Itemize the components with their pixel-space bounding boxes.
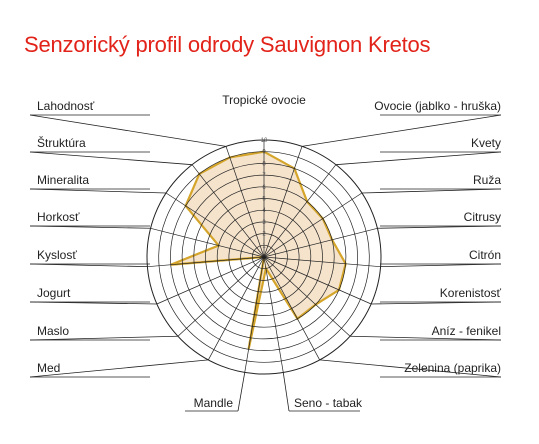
grid-spoke	[263, 192, 363, 258]
grid-spoke	[244, 256, 265, 373]
axis-labels: Ovocie (jablko - hruška) Kvety Ruža Citrusy…	[37, 93, 501, 410]
chart-title: Senzorický profil odrody Sauvignon Kreto…	[24, 32, 431, 57]
grid-spoke	[263, 256, 351, 337]
axis-label: Kyslosť	[37, 248, 77, 262]
axis-leader	[319, 359, 502, 378]
scale-tick-label: 5	[262, 197, 266, 203]
axis-leader	[361, 188, 502, 194]
grid-spoke	[177, 256, 265, 337]
grid-spoke	[191, 164, 265, 258]
axis-label: Citrusy	[464, 210, 501, 224]
series-layer	[170, 150, 347, 350]
scale-tick-label: 4	[262, 208, 266, 214]
scale-tick-label: 1	[262, 243, 266, 249]
scale-tick-label: 7	[262, 173, 266, 179]
scale-tick-label: 8	[262, 161, 266, 167]
grid-spoke	[263, 256, 381, 268]
scale-tick-label: 9	[262, 150, 266, 156]
axis-label: Mandle	[194, 396, 234, 410]
grid-spoke	[156, 256, 265, 305]
axis-label: Tropické ovocie	[222, 93, 306, 107]
grid-spoke	[208, 256, 265, 361]
axis-leader	[29, 335, 178, 341]
axis-label: Horkosť	[37, 210, 80, 224]
grid-spoke	[263, 256, 320, 361]
grid-spoke	[263, 256, 284, 373]
grid-spoke	[165, 192, 265, 258]
axis-label: Med	[37, 361, 60, 375]
axis-label: Štruktúra	[37, 135, 86, 150]
axis-label: Ovocie (jablko - hruška)	[374, 99, 501, 113]
axis-label: Lahodnosť	[37, 99, 95, 113]
axis-leader	[29, 114, 227, 147]
axis-leader	[29, 263, 148, 268]
grid-spoke	[263, 227, 378, 258]
scale-ticks: 1 2 3 4 5 6 7 8 9 10	[261, 138, 268, 249]
scale-tick-label: 2	[262, 232, 266, 238]
label-leader-lines	[29, 114, 502, 412]
scale-tick-label: 3	[262, 220, 266, 226]
scale-tick-label: 10	[261, 138, 268, 144]
axis-label: Kvety	[471, 136, 501, 150]
grid-spoke	[147, 256, 265, 268]
axis-label: Zelenina (paprika)	[404, 361, 501, 375]
axis-label: Seno - tabak	[294, 396, 363, 410]
axis-label: Jogurt	[37, 286, 71, 300]
axis-leader	[350, 335, 502, 341]
axis-leader	[29, 359, 209, 378]
grid-spoke	[150, 227, 265, 258]
axis-label: Maslo	[37, 324, 69, 338]
axis-label: Mineralita	[37, 173, 89, 187]
axis-label: Aníz - fenikel	[432, 324, 501, 338]
axis-leader	[29, 188, 167, 194]
axis-leader	[380, 263, 502, 268]
grid-spoke	[263, 146, 303, 258]
axis-leader	[335, 151, 502, 166]
grid-spoke	[263, 256, 372, 305]
axis-leader	[237, 372, 246, 412]
axis-leader	[282, 372, 290, 412]
series-area	[170, 150, 347, 350]
axis-label: Korenistosť	[440, 286, 502, 300]
axis-label: Ruža	[473, 173, 501, 187]
axis-leader	[301, 114, 502, 147]
scale-tick-label: 6	[262, 185, 266, 191]
grid-spoke	[225, 146, 265, 258]
axis-leader	[29, 151, 193, 166]
radar-grid	[146, 139, 382, 375]
grid-spoke	[263, 164, 337, 258]
axis-label: Citrón	[469, 248, 501, 262]
